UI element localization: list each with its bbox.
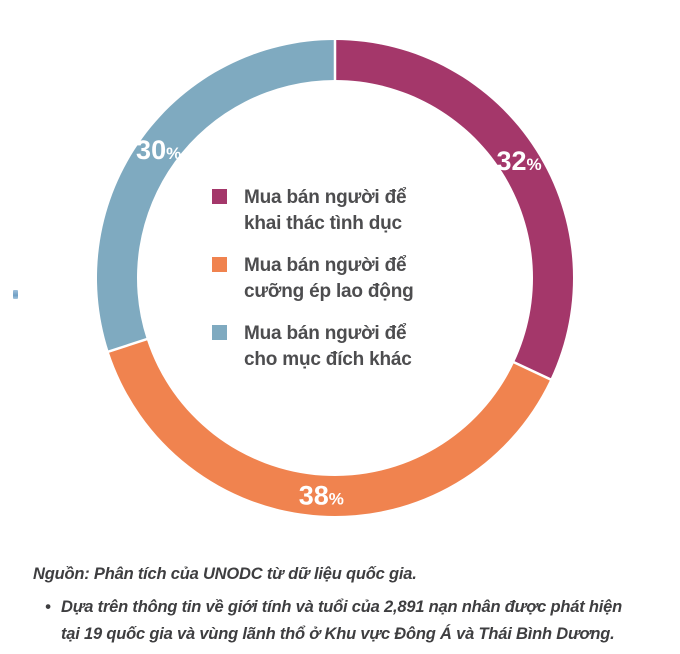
- legend-item-forced-labour: Mua bán người để cưỡng ép lao động: [212, 253, 414, 305]
- source-bullet-line-2: tại 19 quốc gia và vùng lãnh thổ ở Khu v…: [61, 625, 615, 643]
- chart-legend: Mua bán người để khai thác tình dục Mua …: [212, 185, 414, 373]
- slice-label-0: 32%: [496, 146, 541, 176]
- donut-slice-1: [108, 339, 551, 517]
- donut-slice-0: [335, 40, 573, 380]
- source-bullet-text: Dựa trên thông tin về giới tính và tuổi …: [61, 594, 622, 648]
- legend-label-sexual-exploitation: Mua bán người để khai thác tình dục: [244, 185, 407, 237]
- legend-label-line: Mua bán người để: [244, 255, 407, 276]
- slice-separator: [106, 337, 149, 354]
- stray-mark-artifact: [13, 290, 18, 299]
- legend-swatch-sexual-exploitation: [212, 189, 227, 204]
- legend-swatch-other-purposes: [212, 325, 227, 340]
- slice-label-1: 38%: [299, 481, 344, 511]
- legend-label-line: Mua bán người để: [244, 323, 407, 344]
- legend-label-line: cưỡng ép lao động: [244, 281, 414, 302]
- legend-label-line: khai thác tình dục: [244, 213, 402, 234]
- legend-label-forced-labour: Mua bán người để cưỡng ép lao động: [244, 253, 414, 305]
- legend-label-line: cho mục đích khác: [244, 349, 412, 370]
- legend-label-line: Mua bán người để: [244, 187, 407, 208]
- slice-separator: [511, 360, 553, 382]
- source-line: Nguồn: Phân tích của UNODC từ dữ liệu qu…: [33, 565, 417, 583]
- slice-label-2: 30%: [136, 135, 181, 165]
- source-bullet-row: • Dựa trên thông tin về giới tính và tuổ…: [45, 594, 658, 648]
- donut-slice-2: [96, 40, 335, 352]
- legend-item-other-purposes: Mua bán người để cho mục đích khác: [212, 321, 414, 373]
- bullet-marker: •: [45, 598, 51, 616]
- source-bullet-line-1: Dựa trên thông tin về giới tính và tuổi …: [61, 598, 623, 616]
- source-note: Nguồn: Phân tích của UNODC từ dữ liệu qu…: [33, 562, 658, 648]
- legend-swatch-forced-labour: [212, 257, 227, 272]
- legend-item-sexual-exploitation: Mua bán người để khai thác tình dục: [212, 185, 414, 237]
- legend-label-other-purposes: Mua bán người để cho mục đích khác: [244, 321, 412, 373]
